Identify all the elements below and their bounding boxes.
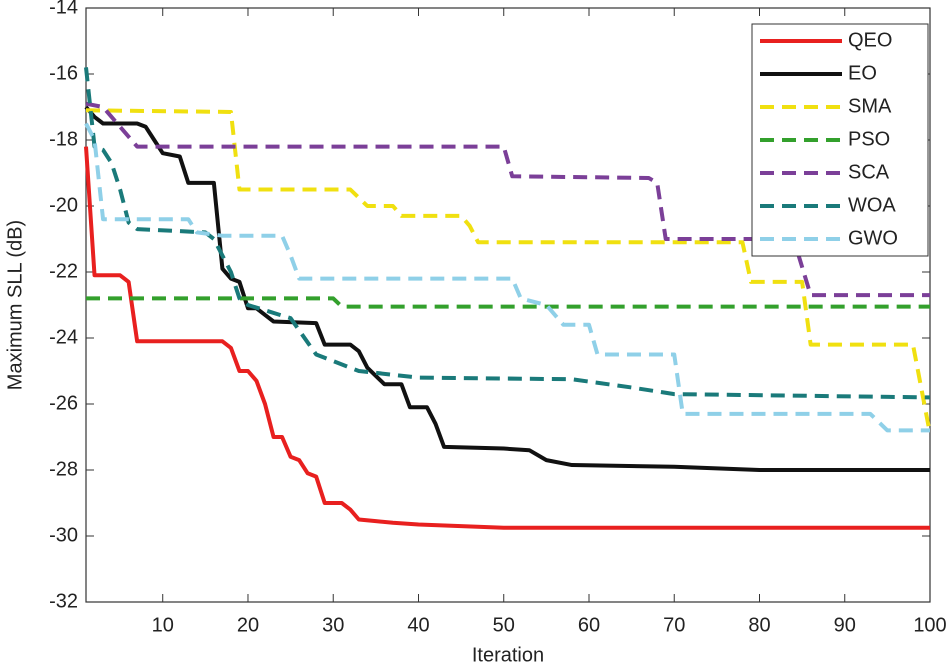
legend-label: SMA	[848, 95, 892, 117]
x-tick-label: 10	[152, 614, 174, 636]
x-tick-label: 100	[913, 614, 946, 636]
y-tick-label: -24	[49, 326, 78, 348]
x-tick-label: 80	[748, 614, 770, 636]
legend-label: GWO	[848, 227, 898, 249]
x-tick-label: 90	[834, 614, 856, 636]
x-axis-label: Iteration	[472, 644, 544, 666]
series-line	[85, 108, 932, 435]
y-axis-label: Maximum SLL (dB)	[4, 220, 26, 390]
series-line	[84, 105, 930, 472]
legend-label: QEO	[848, 29, 892, 51]
y-tick-label: -32	[49, 590, 78, 612]
x-tick-label: 70	[663, 614, 685, 636]
x-tick-label: 60	[578, 614, 600, 636]
series-line	[84, 146, 930, 530]
y-tick-label: -30	[49, 524, 78, 546]
y-tick-label: -22	[49, 260, 78, 282]
y-tick-label: -20	[49, 194, 78, 216]
x-tick-label: 20	[237, 614, 259, 636]
series-line	[84, 122, 930, 433]
series-line	[84, 67, 931, 400]
legend-label: SCA	[848, 161, 890, 183]
x-tick-label: 40	[407, 614, 429, 636]
y-tick-label: -18	[49, 128, 78, 150]
y-tick-label: -14	[49, 0, 78, 18]
series-line	[86, 296, 930, 309]
series-line	[85, 101, 930, 298]
y-tick-label: -26	[49, 392, 78, 414]
y-tick-label: -16	[49, 62, 78, 84]
x-tick-label: 50	[493, 614, 515, 636]
legend-label: WOA	[848, 194, 896, 216]
x-tick-label: 30	[322, 614, 344, 636]
y-tick-label: -28	[49, 458, 78, 480]
legend-label: PSO	[848, 128, 890, 150]
legend-label: EO	[848, 62, 877, 84]
